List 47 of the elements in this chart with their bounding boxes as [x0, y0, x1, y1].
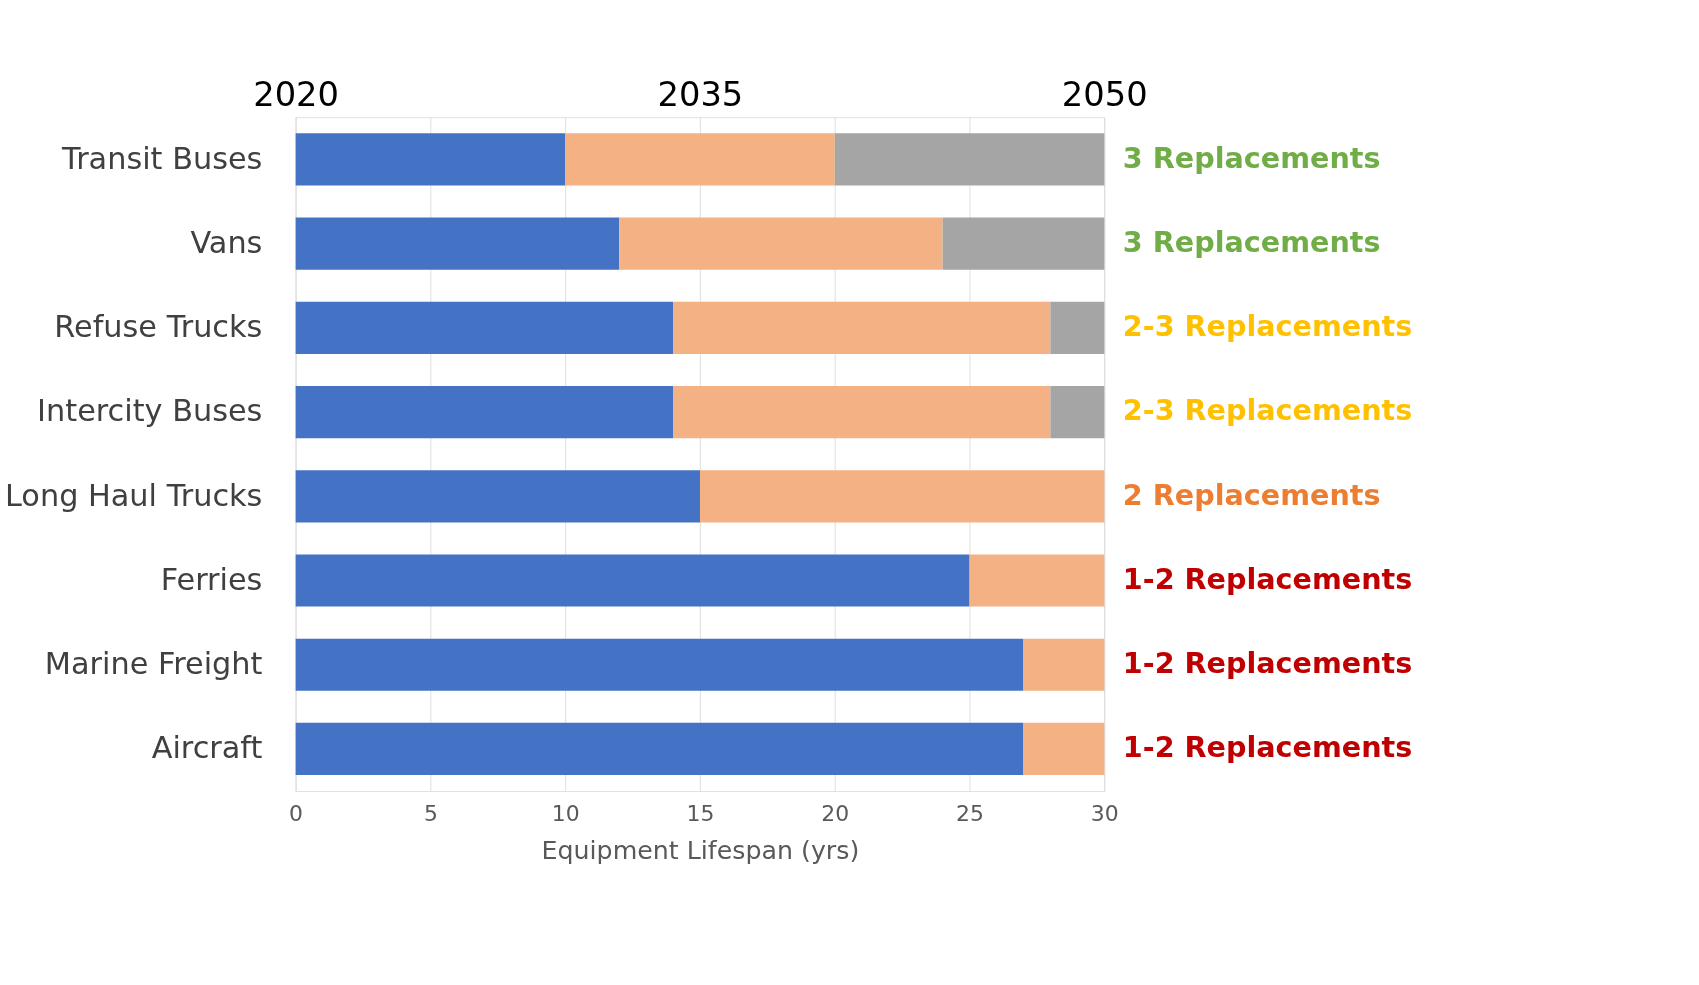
bar [699, 470, 1105, 523]
bar [969, 554, 1105, 607]
bar [1023, 722, 1105, 776]
x-tick-label: 5 [423, 800, 438, 826]
x-tick-label: 0 [289, 800, 304, 826]
x-axis-title: Equipment Lifespan (yrs) [541, 835, 860, 865]
bar [1050, 301, 1105, 354]
x-tick-label: 20 [821, 800, 850, 826]
x-tick-label: 10 [551, 800, 580, 826]
bar [295, 722, 1024, 776]
bar [295, 470, 700, 523]
x2-tick-label: 2020 [253, 74, 339, 114]
text: 2-3 Replacements [1122, 393, 1413, 428]
text: 1-2 Replacements [1122, 730, 1413, 765]
bar [565, 133, 835, 186]
text: 1-2 Replacements [1122, 646, 1413, 681]
text: 3 Replacements [1122, 224, 1381, 259]
text: 2-3 Replacements [1122, 309, 1413, 344]
text: 1-2 Replacements [1122, 561, 1413, 596]
y-tick-label: Refuse Trucks [54, 309, 263, 345]
text: 3 Replacements [1122, 140, 1381, 175]
y-tick-label: Aircraft [151, 730, 263, 766]
bar [673, 301, 1051, 354]
bar [1050, 385, 1105, 439]
x2-tick-label: 2035 [657, 74, 744, 114]
bar [619, 217, 943, 270]
x-tick-label: 25 [956, 800, 984, 826]
bar [942, 217, 1105, 270]
y-tick-label: Ferries [160, 561, 263, 597]
y-tick-label: Marine Freight [44, 646, 263, 681]
bar [295, 638, 1024, 691]
x-tick-label: 15 [686, 800, 715, 826]
y-tick-label: Intercity Buses [37, 393, 263, 429]
bar [295, 385, 674, 439]
bar [295, 554, 970, 607]
y-tick-label: Transit Buses [61, 140, 263, 176]
bar [295, 133, 566, 186]
y-tick-label: Vans [190, 224, 263, 260]
x2-tick-label: 2050 [1061, 74, 1148, 114]
bar [1023, 638, 1105, 691]
text: 2 Replacements [1122, 477, 1381, 512]
y-tick-label: Long Haul Trucks [5, 477, 263, 513]
bar [295, 301, 674, 354]
x-tick-label: 30 [1090, 800, 1119, 826]
bar [673, 385, 1051, 439]
bar [834, 133, 1105, 186]
bar [295, 217, 620, 270]
